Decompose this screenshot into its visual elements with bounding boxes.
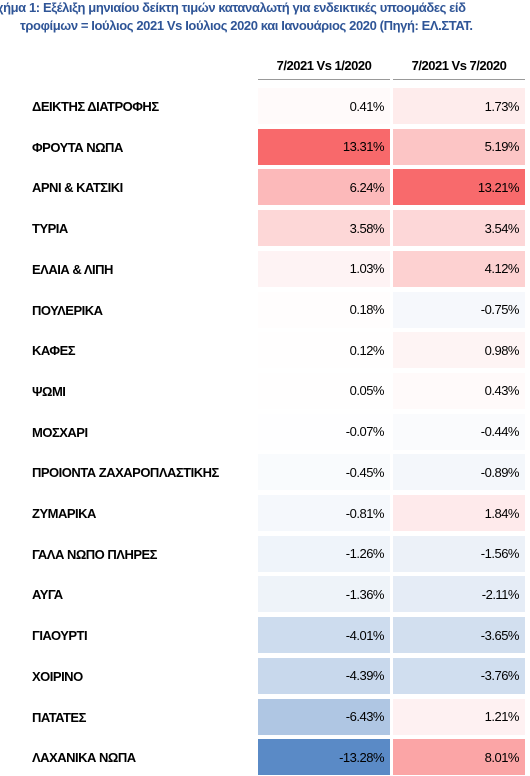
row-label: ΛΑΧΑΝΙΚΑ ΝΩΠΑ [32,750,136,766]
row-label: ΖΥΜΑΡΙΚΑ [32,506,96,521]
value-cell: -0.44% [393,413,525,451]
value-cell: -0.81% [258,495,390,532]
value-cell: -13.28% [258,739,390,776]
column-header: 7/2021 Vs 7/2020 [393,58,525,80]
row-label: ΧΟΙΡΙΝΟ [32,668,83,684]
row-label: ΚΑΦΕΣ [32,343,76,359]
value-cell: -3.65% [393,617,525,655]
value-cell: -4.39% [258,657,390,695]
value-cell: 3.54% [393,210,525,248]
value-cell: 13.21% [393,169,525,207]
value-cell: -3.76% [393,657,525,695]
value-cell: 0.43% [393,372,525,410]
row-label: ΜΟΣΧΑΡΙ [32,424,88,440]
value-cell: 1.73% [393,88,525,125]
value-cell: -0.75% [393,291,525,329]
value-cell: 6.24% [258,169,390,207]
value-cell: -1.56% [393,535,525,573]
value-cell: -6.43% [258,698,390,736]
value-cell: 1.03% [258,250,390,288]
row-label: ΑΡΝΙ & ΚΑΤΣΙΚΙ [32,180,123,196]
row-label: ΨΩΜΙ [32,383,66,399]
column-header: 7/2021 Vs 1/2020 [258,58,390,80]
value-cell: -0.45% [258,454,390,492]
value-cell: -0.07% [258,413,390,451]
row-label: ΓΙΑΟΥΡΤΙ [32,628,88,644]
value-cell: 4.12% [393,250,525,288]
title-line: τροφίμων = Ιούλιος 2021 Vs Ιούλιος 2020 … [20,18,473,33]
value-cell: 0.18% [258,291,390,329]
title-line: χήμα 1: Εξέλιξη μηνιαίου δείκτη τιμών κα… [0,0,466,15]
value-cell: 8.01% [393,739,525,776]
row-label: ΠΡΟΙΟΝΤΑ ΖΑΧΑΡΟΠΛΑΣΤΙΚΗΣ [32,465,219,481]
value-cell: 0.12% [258,332,390,370]
value-cell: -2.11% [393,576,525,614]
value-cell: -1.36% [258,576,390,614]
value-cell: 0.98% [393,332,525,370]
value-cell: 0.41% [258,88,390,125]
row-label: ΠΟΥΛΕΡΙΚΑ [32,302,103,318]
value-cell: 13.31% [258,128,390,166]
row-label: ΦΡΟΥΤΑ ΝΩΠΑ [32,139,123,155]
value-cell: 3.58% [258,210,390,248]
row-label: ΓΑΛΑ ΝΩΠΟ ΠΛΗΡΕΣ [32,546,157,562]
row-label: ΔΕΙΚΤΗΣ ΔΙΑΤΡΟΦΗΣ [32,99,159,114]
row-label: ΤΥΡΙΑ [32,221,68,237]
row-label: ΕΛΑΙΑ & ΛΙΠΗ [32,261,113,277]
value-cell: 0.05% [258,372,390,410]
value-cell: -1.26% [258,535,390,573]
row-label: ΠΑΤΑΤΕΣ [32,709,86,725]
row-label: ΑΥΓΑ [32,587,63,603]
value-cell: 1.21% [393,698,525,736]
value-cell: 5.19% [393,128,525,166]
value-cell: -4.01% [258,617,390,655]
value-cell: -0.89% [393,454,525,492]
value-cell: 1.84% [393,495,525,532]
